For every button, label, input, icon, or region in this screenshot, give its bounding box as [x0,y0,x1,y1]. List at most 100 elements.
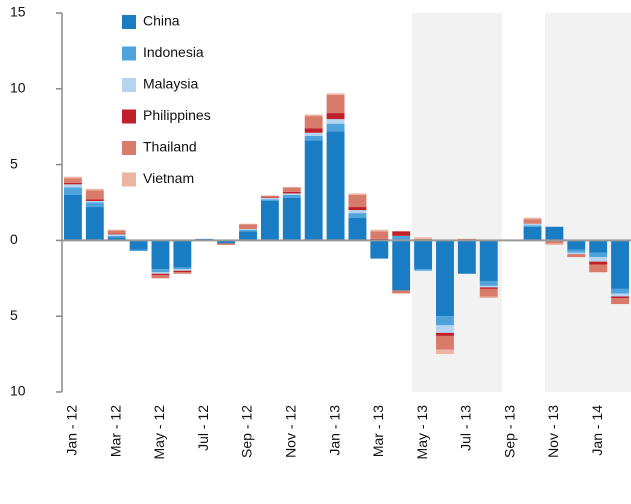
bar-segment [217,240,236,244]
bar-segment [282,194,301,198]
bar-segment [304,128,323,133]
bar-segment [151,275,170,279]
x-tick-label: Jan - 12 [64,405,80,456]
bar-segment [567,249,586,253]
bar-segment [545,243,564,245]
bar-segment [479,288,498,297]
bar-segment [64,194,82,241]
y-tick-label: 5 [10,155,18,171]
bar-segment [392,240,411,291]
bar-segment [479,296,498,299]
bar-segment [326,119,345,124]
bar-segment [545,240,564,244]
bar-segment [239,229,257,230]
bar-segment [611,288,629,294]
bar-segment [479,285,498,288]
bar-segment [523,223,542,226]
bar-segment [326,131,345,241]
bar-segment [239,223,257,225]
legend-label: Indonesia [143,44,204,60]
bar-segment [304,114,323,117]
bar-segment [64,176,82,179]
bar-segment [129,240,148,250]
bar-segment [392,235,411,241]
bar-segment [414,240,433,270]
bar-segment [173,270,192,273]
bar-segment [107,235,126,238]
bar-segment [64,187,82,195]
y-tick-label: 10 [10,383,26,399]
bar-segment [479,281,498,286]
x-tick-label: Nov - 12 [282,405,298,458]
bar-segment [260,195,279,198]
bar-segment [370,231,389,239]
x-tick-label: Jan - 13 [326,405,342,456]
bar-segment [370,229,389,232]
bar-segment [64,184,82,188]
bar-segment [523,226,542,241]
bar-segment [392,290,411,294]
bar-segment [173,269,192,271]
bar-segment [370,240,389,259]
y-tick-label: 0 [10,231,18,247]
x-tick-label: Mar - 13 [370,405,386,457]
bar-segment [129,249,148,252]
bar-segment [611,240,629,289]
legend-swatch [122,172,136,187]
shaded-period [412,13,502,392]
x-tick-label: May - 13 [414,405,430,460]
y-tick-label: 10 [10,80,26,96]
x-tick-label: Sep - 12 [239,405,255,458]
bar-segment [392,231,411,236]
legend-label: Philippines [143,107,211,123]
bar-segment [589,257,608,262]
bar-segment [326,94,345,114]
bar-segment [107,234,126,236]
bar-segment [304,140,323,241]
bar-segment [85,207,104,241]
bar-segment [479,287,498,289]
bar-segment [107,230,126,234]
bar-segment [348,217,367,241]
bar-segment [567,240,586,250]
bar-segment [611,296,629,299]
bar-segment [260,199,279,201]
bar-segment [348,193,367,195]
bar-segment [239,224,257,230]
bar-segment [260,197,279,200]
legend-label: Malaysia [143,76,198,92]
bar-segment [436,325,454,333]
bar-segment [523,219,542,224]
legend-swatch [122,78,136,92]
x-tick-label: Jul - 12 [195,405,211,451]
bar-segment [151,269,170,273]
bar-segment [107,237,126,241]
bar-segment [436,349,454,355]
bar-segment [567,252,586,255]
bar-segment [151,273,170,276]
bar-segment [589,261,608,265]
bar-segment [436,316,454,326]
bar-segment [151,272,170,274]
bar-segment [173,240,192,268]
bar-segment [479,240,498,282]
bar-segment [85,200,104,203]
bar-segment [282,197,301,241]
y-tick-label: 5 [10,307,18,323]
bar-segment [545,226,564,241]
bar-segment [457,240,476,274]
bar-segment [173,267,192,270]
bar-segment [85,190,104,200]
bar-segment [217,243,236,245]
bar-segment [326,123,345,132]
bar-segment [304,132,323,136]
legend-label: Thailand [143,139,197,155]
bar-segment [326,93,345,95]
bar-segment [239,229,257,232]
bar-segment [151,240,170,270]
bar-segment [589,240,608,253]
legend-swatch [122,141,136,155]
x-tick-label: Nov - 13 [545,405,561,458]
bar-segment [85,188,104,191]
